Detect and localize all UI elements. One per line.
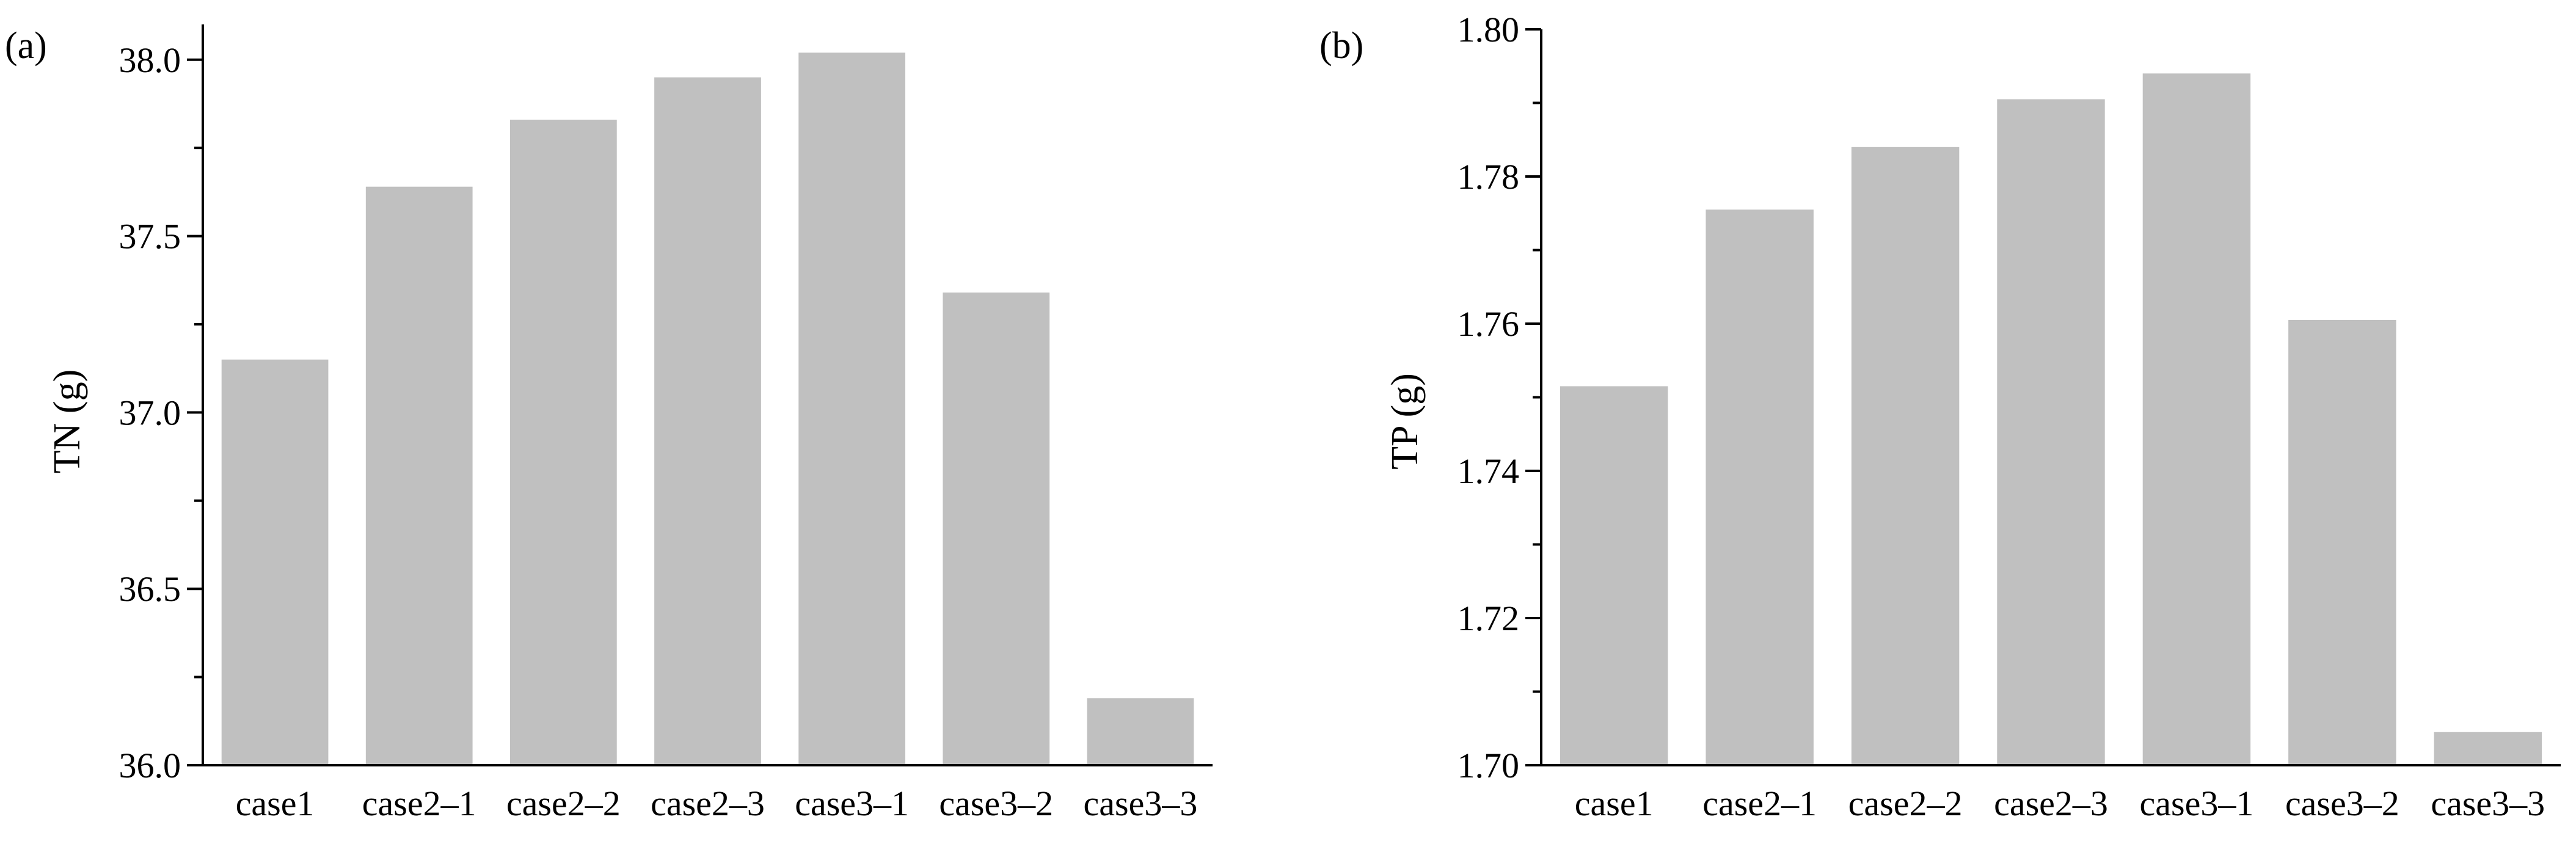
x-tick-label: case2–1: [1702, 784, 1817, 823]
y-tick-label: 1.70: [1458, 746, 1520, 785]
bars: [221, 53, 1194, 766]
x-tick-labels: case1 case2–1 case2–2 case2–3 case3–1 case3–2…: [1575, 784, 2545, 823]
y-tick-label: 1.80: [1458, 10, 1520, 49]
chart-panel-b: (b) TP (g) 1.70 1.72 1.74 1.76 1.78 1.80 case…: [1319, 10, 2561, 823]
x-tick-label: case3–2: [2285, 784, 2399, 823]
bar-5: [2142, 73, 2251, 765]
x-tick-label: case3–2: [939, 784, 1053, 823]
x-tick-label: case2–3: [651, 784, 765, 823]
x-tick-label: case3–3: [1084, 784, 1198, 823]
x-tick-label: case2–2: [1848, 784, 1963, 823]
y-tick-label: 36.5: [119, 569, 181, 609]
bar-7: [2434, 732, 2542, 765]
y-tick-label: 1.78: [1458, 157, 1520, 197]
bar-7: [1087, 698, 1194, 765]
x-tick-label: case1: [1575, 784, 1654, 823]
x-tick-label: case1: [236, 784, 315, 823]
y-tick-label: 37.0: [119, 393, 181, 432]
bar-3: [509, 119, 617, 765]
panel-label: (b): [1319, 25, 1363, 67]
x-tick-label: case2–1: [362, 784, 476, 823]
x-tick-label: case2–3: [1994, 784, 2108, 823]
bar-6: [2288, 319, 2396, 765]
y-tick-label: 1.76: [1458, 304, 1520, 344]
x-tick-label: case3–3: [2431, 784, 2545, 823]
bar-1: [1560, 386, 1668, 765]
y-tick-label: 37.5: [119, 217, 181, 256]
x-tick-labels: case1 case2–1 case2–2 case2–3 case3–1 case3–2…: [236, 784, 1198, 823]
x-tick-label: case3–1: [795, 784, 909, 823]
bar-2: [1706, 209, 1814, 766]
bar-3: [1851, 147, 1960, 766]
y-tick-label: 36.0: [119, 746, 181, 785]
chart-panel-a: (a) TN (g) 36.036.537.037.538.0 case1 cas…: [5, 24, 1213, 823]
y-tick-label: 1.72: [1458, 598, 1520, 638]
panel-label: (a): [5, 25, 47, 67]
bar-1: [221, 359, 329, 765]
bar-6: [943, 292, 1050, 765]
y-tick-label: 1.74: [1458, 451, 1520, 491]
bar-5: [798, 53, 906, 766]
y-ticks: 36.0 36.5 37.0 37.5 38.0: [119, 40, 203, 785]
y-axis-title: TP (g): [1384, 373, 1426, 470]
x-tick-label: case2–2: [506, 784, 621, 823]
bar-4: [654, 77, 761, 766]
y-ticks: 1.70 1.72 1.74 1.76 1.78 1.80: [1458, 10, 1541, 785]
bar-4: [1997, 99, 2105, 766]
bars: [1560, 73, 2542, 766]
x-tick-label: case3–1: [2140, 784, 2254, 823]
bar-2: [365, 186, 473, 765]
y-axis-title: TN (g): [46, 369, 88, 473]
y-tick-label: 38.0: [119, 40, 181, 80]
